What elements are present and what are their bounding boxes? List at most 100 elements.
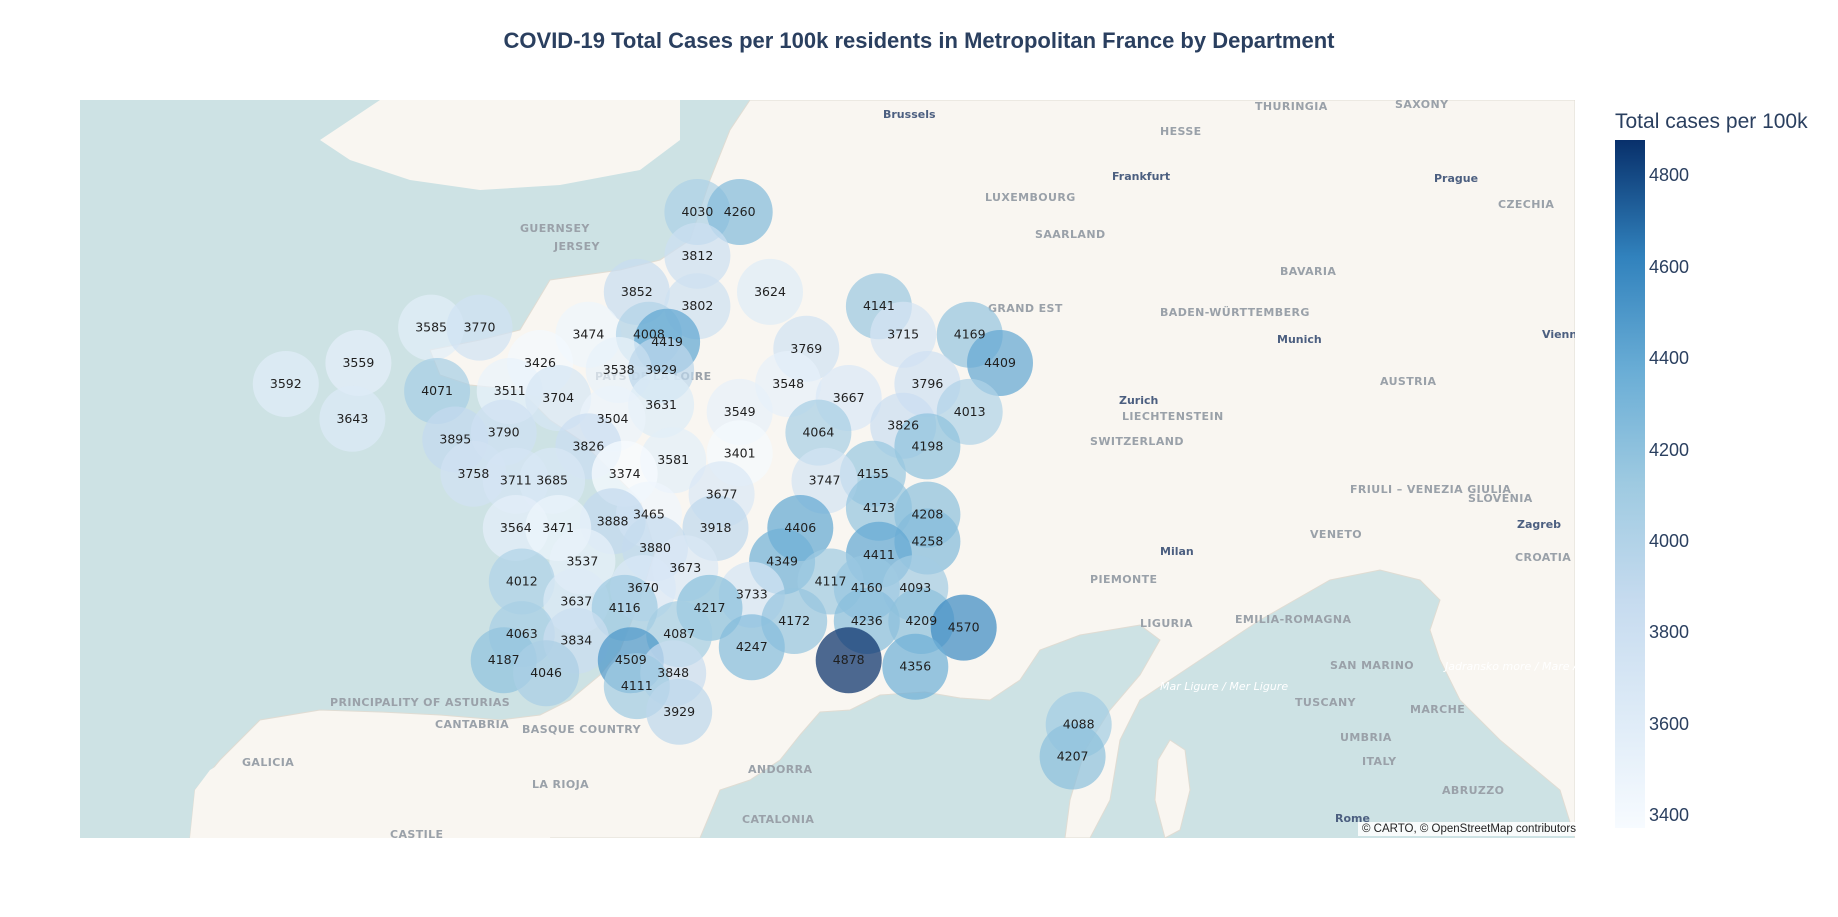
department-value-label: 4207 xyxy=(1057,749,1089,764)
department-bubble[interactable] xyxy=(1039,723,1106,790)
department-bubble[interactable] xyxy=(870,301,937,368)
department-bubbles[interactable]: 4030 4260 3812 3852 3802 3624 4141 3585 3770 3474… xyxy=(252,179,1112,790)
map-city-prague: Prague xyxy=(1434,172,1478,185)
map-place-labels: THURINGIA SAXONY HESSE CZECHIA LUXEMBOUR… xyxy=(242,100,1575,838)
great-britain-coast xyxy=(320,100,680,190)
department-value-label: 3929 xyxy=(663,704,695,719)
department-value-label: 3474 xyxy=(572,327,604,342)
department-value-label: 3670 xyxy=(627,580,659,595)
department-bubble[interactable] xyxy=(446,294,513,361)
department-bubble[interactable] xyxy=(755,351,822,417)
department-value-label: 4217 xyxy=(694,600,726,615)
colorbar-title: Total cases per 100k xyxy=(1615,110,1808,133)
colorbar-tick: 4000 xyxy=(1649,531,1690,551)
department-value-label: 3790 xyxy=(488,425,520,440)
department-value-label: 4030 xyxy=(681,204,713,219)
department-value-label: 3426 xyxy=(524,355,556,370)
map-label-grand-est: GRAND EST xyxy=(988,302,1063,315)
department-value-label: 3667 xyxy=(833,390,865,405)
department-value-label: 3631 xyxy=(645,397,677,412)
department-value-label: 4169 xyxy=(954,327,986,342)
department-value-label: 3471 xyxy=(542,520,574,535)
map-label-guernsey: GUERNSEY xyxy=(520,222,590,235)
department-value-label: 4247 xyxy=(736,639,768,654)
map-plot[interactable]: THURINGIA SAXONY HESSE CZECHIA LUXEMBOUR… xyxy=(80,100,1575,838)
map-label-castile: CASTILE xyxy=(390,828,443,838)
department-value-label: 3401 xyxy=(724,445,756,460)
department-bubble[interactable] xyxy=(252,351,319,417)
map-label-san-marino: SAN MARINO xyxy=(1330,659,1414,672)
department-value-label: 4046 xyxy=(530,665,562,680)
department-bubble[interactable] xyxy=(646,678,713,745)
map-label-cantabria: CANTABRIA xyxy=(435,718,509,731)
department-value-label: 3624 xyxy=(754,284,786,299)
map-label-emilia-romagna: EMILIA-ROMAGNA xyxy=(1235,613,1351,626)
department-value-label: 3826 xyxy=(887,418,919,433)
department-bubble[interactable] xyxy=(967,330,1033,396)
colorbar-tick: 3800 xyxy=(1649,622,1690,642)
department-bubble[interactable] xyxy=(525,365,592,431)
department-value-label: 4141 xyxy=(863,298,895,313)
department-value-label: 3504 xyxy=(597,411,629,426)
department-value-label: 3880 xyxy=(639,540,671,555)
department-bubble[interactable] xyxy=(882,633,949,700)
department-value-label: 3643 xyxy=(336,411,368,426)
department-value-label: 3374 xyxy=(609,466,641,481)
department-value-label: 4117 xyxy=(815,574,847,589)
department-bubble[interactable] xyxy=(398,294,465,361)
department-value-label: 4087 xyxy=(663,626,695,641)
department-value-label: 4208 xyxy=(911,507,943,522)
map-label-marche: MARCHE xyxy=(1410,703,1465,716)
department-value-label: 4187 xyxy=(488,652,520,667)
department-value-label: 4349 xyxy=(766,554,798,569)
map-title: COVID-19 Total Cases per 100k residents … xyxy=(503,28,1335,53)
map-city-brussels: Brussels xyxy=(883,108,936,121)
department-bubble[interactable] xyxy=(319,385,386,452)
map-sea-adriatic: Jadransko more / Mare Adriatico / Deti A… xyxy=(1443,660,1575,673)
map-label-liguria: LIGURIA xyxy=(1140,617,1193,630)
department-value-label: 3537 xyxy=(566,554,598,569)
map-label-andorra: ANDORRA xyxy=(748,763,813,776)
map-label-thuringia: THURINGIA xyxy=(1255,100,1328,113)
department-value-label: 4406 xyxy=(784,520,816,535)
department-value-label: 3548 xyxy=(772,376,804,391)
map-label-liechtenstein: LIECHTENSTEIN xyxy=(1122,410,1224,423)
department-value-label: 3511 xyxy=(494,383,526,398)
department-value-label: 4064 xyxy=(802,425,834,440)
department-bubble[interactable] xyxy=(664,222,731,289)
department-value-label: 4411 xyxy=(863,547,895,562)
map-city-vienna: Vienna xyxy=(1542,328,1575,341)
department-value-label: 3826 xyxy=(572,438,604,453)
map-label-czechia: CZECHIA xyxy=(1498,198,1554,211)
department-bubble[interactable] xyxy=(718,614,785,681)
colorbar-tick: 4800 xyxy=(1649,165,1690,185)
map-label-friuli: FRIULI – VENEZIA GIULIA xyxy=(1350,483,1511,496)
department-bubble[interactable] xyxy=(894,413,961,480)
department-value-label: 3538 xyxy=(603,362,635,377)
department-value-label: 4509 xyxy=(615,652,647,667)
department-value-label: 4013 xyxy=(954,404,986,419)
department-bubble[interactable] xyxy=(325,330,392,396)
department-bubble[interactable] xyxy=(930,594,997,661)
department-bubble[interactable] xyxy=(785,399,852,466)
map-attribution[interactable]: © CARTO, © OpenStreetMap contributors xyxy=(1357,822,1580,836)
department-value-label: 3834 xyxy=(560,633,592,648)
department-bubble[interactable] xyxy=(815,627,882,694)
map-label-galicia: GALICIA xyxy=(242,756,294,769)
department-bubble[interactable] xyxy=(737,258,803,325)
map-city-rome: Rome xyxy=(1335,812,1370,825)
department-value-label: 3733 xyxy=(736,587,768,602)
colorbar-tick: 3600 xyxy=(1649,714,1690,734)
department-bubble[interactable] xyxy=(706,179,773,245)
department-value-label: 4155 xyxy=(857,466,889,481)
department-value-label: 3848 xyxy=(657,665,689,680)
department-value-label: 4409 xyxy=(984,355,1016,370)
department-value-label: 4173 xyxy=(863,500,895,515)
department-bubble[interactable] xyxy=(488,548,555,615)
department-bubble[interactable] xyxy=(591,574,658,641)
department-bubble[interactable] xyxy=(513,640,580,707)
department-bubble[interactable] xyxy=(845,474,912,541)
department-value-label: 4160 xyxy=(851,580,883,595)
department-value-label: 3758 xyxy=(457,466,489,481)
department-value-label: 3685 xyxy=(536,473,568,488)
